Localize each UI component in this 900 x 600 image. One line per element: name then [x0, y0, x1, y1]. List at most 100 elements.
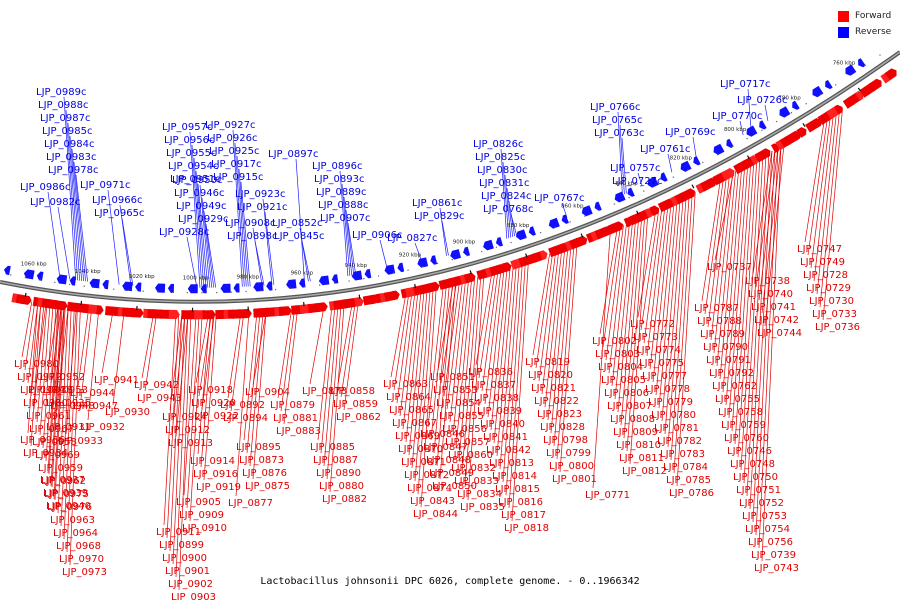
minor-tick	[466, 254, 468, 257]
reverse-gene-label: LJP_0985c	[42, 126, 93, 137]
forward-gene-label: LJP_0781	[654, 423, 699, 434]
leader-line	[379, 239, 388, 270]
reverse-gene-arrow	[693, 156, 701, 166]
forward-gene-label: LJP_0944	[70, 388, 115, 399]
leader-line	[553, 246, 572, 447]
leader-line	[66, 308, 78, 553]
leader-line	[163, 315, 177, 526]
leader-line	[437, 283, 454, 371]
forward-gene-label: LJP_0773	[633, 332, 678, 343]
leader-line	[186, 236, 198, 288]
leader-line	[755, 149, 776, 536]
leader-line	[617, 111, 623, 196]
leader-line	[446, 280, 463, 410]
forward-gene-label: LJP_0828	[540, 422, 585, 433]
tick-mark	[746, 155, 750, 160]
leader-line	[461, 276, 479, 475]
legend-label: Forward	[855, 11, 892, 21]
leader-line	[323, 305, 339, 467]
reverse-gene-arrow	[647, 176, 659, 188]
leader-line	[822, 107, 843, 321]
leader-line	[193, 157, 205, 288]
reverse-gene-arrow	[450, 249, 461, 260]
reverse-gene-arrow	[233, 283, 240, 293]
reverse-gene-arrow	[713, 143, 725, 155]
leader-line	[506, 187, 514, 237]
leader-line	[399, 292, 416, 417]
leader-line	[57, 307, 69, 400]
tick-label: 860 kbp	[561, 204, 584, 210]
reverse-gene-label: LJP_0986c	[20, 182, 71, 193]
reverse-gene-arrow	[36, 271, 44, 281]
leader-line	[227, 314, 241, 399]
forward-gene-label: LJP_0879	[270, 400, 315, 411]
reverse-gene-label: LJP_0769c	[665, 127, 716, 138]
forward-gene-label: LJP_0972	[17, 372, 62, 383]
forward-gene-label: LJP_0849	[429, 468, 474, 479]
leader-line	[420, 287, 437, 508]
leader-line	[402, 291, 419, 430]
reverse-gene-arrow	[594, 201, 602, 211]
forward-gene-arrow	[611, 221, 624, 233]
forward-gene-label: LJP_0755	[715, 394, 760, 405]
forward-gene-label: LJP_0783	[660, 449, 705, 460]
forward-gene-arrow	[130, 308, 144, 318]
leader-line	[676, 192, 696, 487]
minor-tick	[598, 209, 601, 211]
leader-line	[535, 252, 554, 369]
tick-label: 900 kbp	[453, 239, 476, 245]
leader-line	[692, 136, 697, 161]
leader-line	[722, 167, 743, 393]
leader-line	[414, 288, 431, 482]
forward-gene-arrow	[354, 297, 364, 307]
leader-line	[65, 308, 77, 435]
leader-line	[240, 181, 251, 287]
leader-line	[819, 109, 840, 308]
leader-line	[63, 308, 75, 540]
forward-gene-label: LJP_0851	[430, 372, 475, 383]
leader-line	[713, 172, 733, 354]
tick-label: 1000 kbp	[183, 276, 209, 282]
forward-gene-arrow	[168, 309, 180, 319]
forward-gene-label: LJP_0911	[156, 527, 201, 538]
forward-gene-arrow	[721, 168, 735, 181]
leader-line	[737, 159, 758, 458]
leader-line	[112, 313, 125, 406]
forward-gene-label: LJP_0774	[636, 345, 681, 356]
forward-gene-label: LJP_0759	[721, 420, 766, 431]
forward-gene-label: LJP_0780	[651, 410, 696, 421]
leader-line	[752, 150, 773, 275]
reverse-gene-label: LJP_0765c	[592, 115, 643, 126]
forward-gene-label: LJP_0887	[313, 455, 358, 466]
leader-line	[232, 129, 243, 287]
forward-gene-label: LJP_0784	[663, 462, 708, 473]
leader-line	[761, 145, 782, 314]
leader-line	[390, 294, 407, 378]
leader-line	[592, 230, 611, 489]
reverse-gene-label: LJP_0951c	[170, 174, 221, 185]
legend: Forward Reverse	[838, 8, 891, 40]
forward-gene-label: LJP_0905	[176, 497, 221, 508]
leader-line	[339, 170, 349, 277]
forward-gene-label: LJP_0791	[706, 355, 751, 366]
leader-line	[65, 109, 79, 281]
forward-gene-label: LJP_0878	[302, 386, 347, 397]
leader-line	[464, 275, 482, 488]
leader-line	[743, 156, 764, 484]
reverse-gene-label: LJP_0893c	[314, 174, 365, 185]
reverse-gene-label: LJP_0954c	[168, 161, 219, 172]
minor-tick	[9, 274, 12, 276]
leader-line	[200, 315, 214, 468]
forward-gene-label: LJP_0938	[28, 385, 73, 396]
forward-gene-label: LJP_0959	[38, 463, 83, 474]
minor-tick	[864, 64, 866, 66]
leader-line	[189, 315, 203, 522]
reverse-gene-arrow	[858, 58, 866, 68]
leader-line	[640, 209, 660, 331]
forward-gene-label: LJP_0942	[134, 380, 179, 391]
reverse-gene-label: LJP_0971c	[80, 180, 131, 191]
reverse-gene-arrow	[614, 191, 626, 203]
leader-line	[80, 310, 92, 400]
leader-line	[341, 183, 351, 276]
forward-gene-label: LJP_0839	[477, 406, 522, 417]
